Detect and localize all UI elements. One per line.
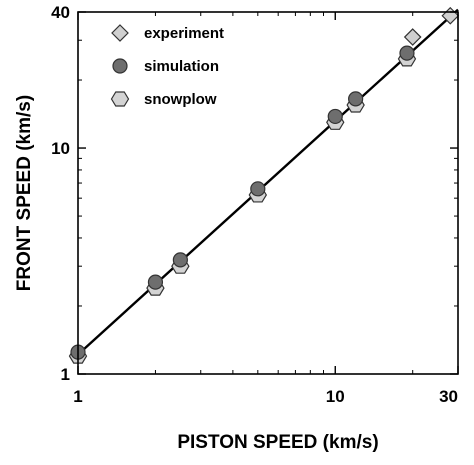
fit-line: [77, 8, 459, 356]
y-tick-label: 40: [51, 3, 70, 22]
simulation-legend-label: simulation: [144, 58, 219, 75]
simulation-point: [327, 108, 343, 125]
simulation-point: [172, 252, 188, 268]
simulation-point: [348, 91, 364, 107]
x-tick-label: 1: [73, 387, 82, 406]
x-tick-label: 10: [326, 387, 345, 406]
simulation-point: [399, 45, 415, 61]
experiment-legend-marker: [111, 24, 129, 42]
plot-area: [68, 6, 460, 364]
axes: 1 10 30 1 10 40 PISTON SPEED (km/s) FRONT SPEED…: [14, 3, 459, 453]
experiment-point: [403, 28, 422, 46]
plot-frame: [77, 11, 459, 375]
snowplow-legend-marker: [110, 91, 130, 107]
x-tick-label: 30: [439, 387, 458, 406]
y-tick-label: 1: [61, 365, 70, 384]
y-tick-label: 10: [51, 139, 70, 158]
simulation-point: [250, 181, 266, 197]
y-axis-title: FRONT SPEED (km/s): [14, 95, 35, 291]
simulation-legend-marker: [112, 58, 128, 74]
experiment-legend-label: experiment: [144, 25, 224, 42]
x-axis-title: PISTON SPEED (km/s): [177, 432, 378, 453]
snowplow-legend-label: snowplow: [144, 91, 217, 108]
legend: experiment simulation snowplow: [110, 24, 224, 108]
simulation-point: [147, 274, 164, 290]
experiment-point: [441, 6, 460, 25]
